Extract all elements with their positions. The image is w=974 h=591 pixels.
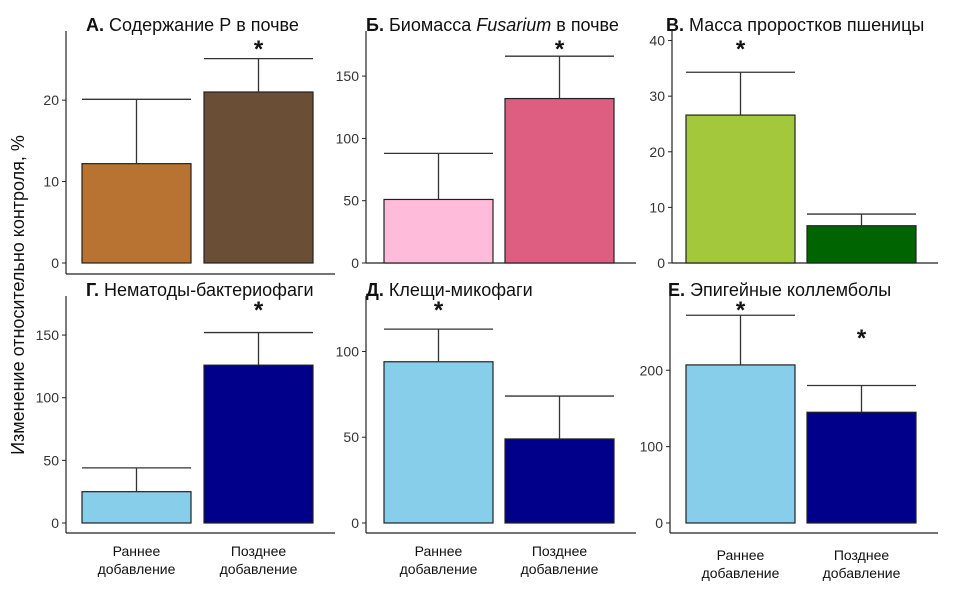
significance-marker: * xyxy=(254,297,264,324)
y-tick-label: 40 xyxy=(649,33,665,49)
chart-panel-e: Д. Клещи-микофаги 0 50 100 * Раннее добавление… xyxy=(336,280,636,577)
y-tick-label: 150 xyxy=(36,327,60,343)
panel-title-text: Содержание Р в почве xyxy=(104,15,299,35)
significance-marker: * xyxy=(736,36,746,63)
chart-panel-d: Г. Нематоды-бактериофаги 0 50 100 150 * Раннее… xyxy=(36,280,335,577)
panel-title-letter: Д. xyxy=(366,280,384,300)
x-category-label: Позднее добавление xyxy=(220,543,298,577)
y-tick-label: 0 xyxy=(351,255,359,271)
x-category-label: Раннее добавление xyxy=(98,543,176,577)
x-category-label: Раннее добавление xyxy=(400,543,478,577)
y-axis-label: Изменение относительно контроля, % xyxy=(8,135,28,455)
y-tick-label: 0 xyxy=(351,515,359,531)
panel-title-text: Нематоды-бактериофаги xyxy=(99,280,314,300)
bar-late xyxy=(504,438,615,524)
significance-marker: * xyxy=(857,325,867,352)
y-tick-label: 200 xyxy=(640,362,664,378)
panel-title: Г. Нематоды-бактериофаги xyxy=(86,280,314,300)
y-tick-label: 100 xyxy=(640,439,664,455)
panel-title-text: Масса проростков пшеницы xyxy=(684,15,924,35)
panel-title: Д. Клещи-микофаги xyxy=(366,280,533,300)
x-category-label: Раннее добавление xyxy=(702,547,780,581)
y-tick-label: 100 xyxy=(36,390,60,406)
chart-panel-b: Б. Биомасса Fusarium в почве 0 50 100 150 * xyxy=(336,15,636,271)
panel-title: А. Содержание Р в почве xyxy=(86,15,299,35)
bar-early xyxy=(383,198,494,264)
panel-title-text: Клещи-микофаги xyxy=(384,280,533,300)
bar-late xyxy=(203,364,314,524)
y-tick-label: 50 xyxy=(343,429,359,445)
y-tick-label: 100 xyxy=(336,343,360,359)
y-tick-label: 20 xyxy=(43,92,59,108)
panel-title: Е. Эпигейные коллемболы xyxy=(668,280,891,300)
panel-title-letter: Е. xyxy=(668,280,685,300)
panel-title-text: Биомасса xyxy=(384,15,476,35)
bar-early xyxy=(685,364,796,524)
bar-early xyxy=(81,491,192,524)
chart-panel-a: А. Содержание Р в почве 0 10 20 * xyxy=(43,15,335,275)
bar-late xyxy=(504,97,615,264)
bar-early xyxy=(81,163,192,264)
y-tick-label: 30 xyxy=(649,88,665,104)
y-tick-label: 0 xyxy=(657,255,665,271)
x-category-label: Позднее добавление xyxy=(823,547,901,581)
panel-title-text: в почве xyxy=(551,15,619,35)
panel-title-text: Fusarium xyxy=(476,15,551,35)
y-tick-label: 0 xyxy=(655,515,663,531)
bar-early xyxy=(685,114,796,264)
y-tick-label: 50 xyxy=(343,193,359,209)
x-category-label: Позднее добавление xyxy=(521,543,599,577)
panel-title-letter: А. xyxy=(86,15,104,35)
panel-title: В. Масса проростков пшеницы xyxy=(666,15,924,35)
y-tick-label: 20 xyxy=(649,144,665,160)
bar-late xyxy=(806,225,917,264)
chart-panel-f: Е. Эпигейные коллемболы 0 100 200 * * Раннее до… xyxy=(640,280,938,581)
bar-early xyxy=(383,361,494,524)
significance-marker: * xyxy=(434,297,444,324)
bar-late xyxy=(806,411,917,524)
significance-marker: * xyxy=(736,297,746,324)
panel-title-letter: В. xyxy=(666,15,684,35)
y-tick-label: 0 xyxy=(51,515,59,531)
y-tick-label: 150 xyxy=(336,68,360,84)
y-tick-label: 100 xyxy=(336,130,360,146)
panel-title: Б. Биомасса Fusarium в почве xyxy=(366,15,619,35)
panel-title-text: Эпигейные коллемболы xyxy=(685,280,891,300)
panel-title-letter: Б. xyxy=(366,15,384,35)
significance-marker: * xyxy=(254,36,264,63)
y-tick-label: 50 xyxy=(43,452,59,468)
chart-panel-c: В. Масса проростков пшеницы 0 10 20 30 40 * xyxy=(649,15,938,271)
y-tick-label: 10 xyxy=(43,174,59,190)
y-tick-label: 0 xyxy=(51,255,59,271)
y-tick-label: 10 xyxy=(649,199,665,215)
panel-title-letter: Г. xyxy=(86,280,99,300)
significance-marker: * xyxy=(555,36,565,63)
bar-late xyxy=(203,91,314,264)
